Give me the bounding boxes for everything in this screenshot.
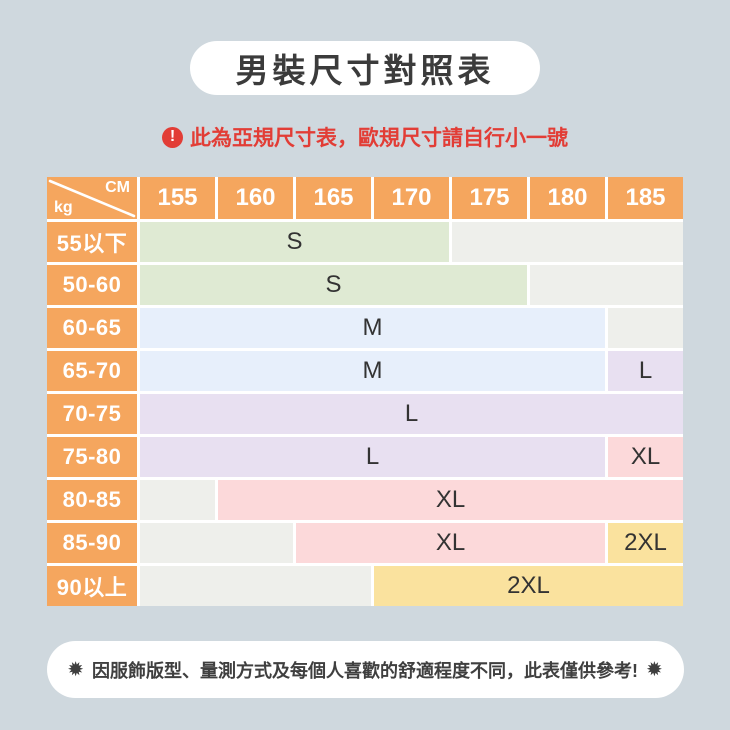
size-cell-s: S [140,222,449,262]
diagonal-divider [48,179,136,218]
row-label: 70-75 [47,394,137,434]
size-cell-xl: XL [608,437,683,477]
row-label: 55以下 [47,222,137,262]
row-label: 60-65 [47,308,137,348]
empty-cell [140,566,371,606]
footer-note-text: 因服飾版型、量測方式及每個人喜歡的舒適程度不同，此表僅供參考! [92,660,638,681]
empty-cell [608,308,683,348]
page-title: 男裝尺寸對照表 [190,41,540,95]
size-cell-2xl: 2XL [608,523,683,563]
warning-text: 此為亞規尺寸表，歐規尺寸請自行小一號 [190,127,568,150]
column-header-180: 180 [530,177,605,219]
star-icon: ✹ [67,658,84,681]
column-header-165: 165 [296,177,371,219]
corner-cell: CM kg [47,177,137,219]
column-header-155: 155 [140,177,215,219]
empty-cell [530,265,683,305]
row-label: 90以上 [47,566,137,606]
page-title-text: 男裝尺寸對照表 [235,52,495,89]
size-cell-2xl: 2XL [374,566,683,606]
corner-cm-label: CM [105,179,130,196]
exclamation-icon: ! [162,126,183,148]
footer-note: ✹ 因服飾版型、量測方式及每個人喜歡的舒適程度不同，此表僅供參考! ✹ [46,641,684,698]
size-cell-l: L [140,437,605,477]
row-label: 80-85 [47,480,137,520]
size-cell-l: L [140,394,683,434]
row-label: 85-90 [47,523,137,563]
empty-cell [140,523,293,563]
size-cell-m: M [140,308,605,348]
column-header-175: 175 [452,177,527,219]
empty-cell [140,480,215,520]
size-cell-m: M [140,351,605,391]
size-cell-s: S [140,265,527,305]
size-cell-xl: XL [296,523,605,563]
empty-cell [452,222,683,262]
corner-kg-label: kg [54,199,73,216]
column-header-170: 170 [374,177,449,219]
column-header-160: 160 [218,177,293,219]
star-icon: ✹ [646,658,663,681]
size-cell-xl: XL [218,480,683,520]
warning-banner: ! 此為亞規尺寸表，歐規尺寸請自行小一號 [0,124,730,150]
column-header-185: 185 [608,177,683,219]
size-cell-l: L [608,351,683,391]
size-table: CM kg 155 160 165 170 175 180 185 55以下 S 50-60 S 60… [47,177,683,606]
row-label: 50-60 [47,265,137,305]
row-label: 75-80 [47,437,137,477]
row-label: 65-70 [47,351,137,391]
